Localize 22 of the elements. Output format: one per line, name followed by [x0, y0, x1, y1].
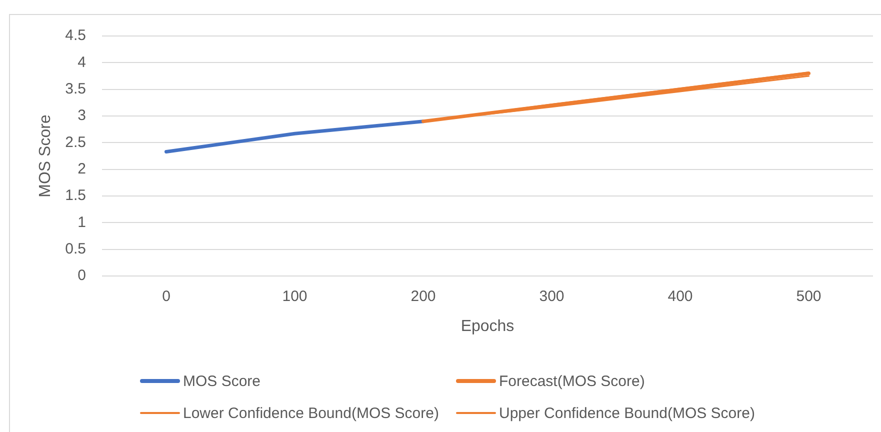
- y-tick-label: 2.5: [65, 134, 86, 151]
- y-tick-label: 3.5: [65, 80, 86, 98]
- y-tick-label: 4.5: [65, 27, 86, 44]
- x-axis-title: Epochs: [460, 318, 514, 335]
- x-tick-label: 400: [668, 288, 693, 306]
- legend-label: Lower Confidence Bound(MOS Score): [183, 404, 439, 422]
- legend-label: Upper Confidence Bound(MOS Score): [499, 404, 755, 422]
- y-tick-label: 1.5: [65, 187, 86, 204]
- x-tick-label: 100: [282, 288, 308, 306]
- y-tick-label: 2: [78, 160, 86, 178]
- legend-label: Forecast(MOS Score): [499, 372, 645, 390]
- y-axis-title: MOS Score: [37, 114, 54, 198]
- x-tick-label: 300: [539, 288, 564, 306]
- y-tick-label: 1: [78, 214, 86, 231]
- y-tick-label: 4: [78, 54, 86, 71]
- y-tick-label: 3: [78, 107, 86, 124]
- y-tick-label: 0.5: [65, 240, 86, 258]
- legend-label: MOS Score: [183, 372, 261, 390]
- x-tick-label: 200: [410, 288, 436, 306]
- x-tick-label: 0: [162, 288, 170, 306]
- x-tick-label: 500: [796, 288, 822, 306]
- y-tick-label: 0: [78, 267, 86, 284]
